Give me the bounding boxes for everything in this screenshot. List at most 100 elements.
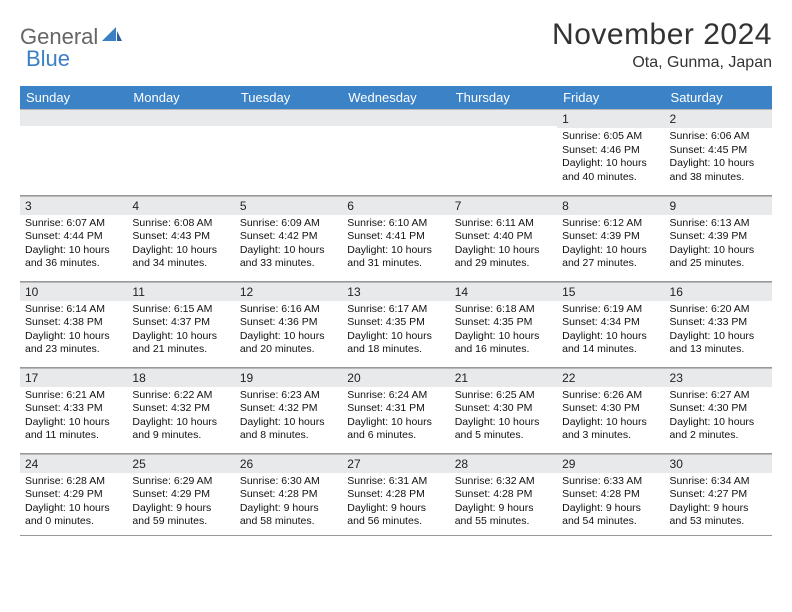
day-line: Daylight: 10 hours and 40 minutes. xyxy=(562,157,659,184)
day-line: Sunset: 4:28 PM xyxy=(347,488,444,502)
day-content: Sunrise: 6:16 AMSunset: 4:36 PMDaylight:… xyxy=(235,301,342,362)
day-number xyxy=(450,109,557,126)
calendar-cell: 16Sunrise: 6:20 AMSunset: 4:33 PMDayligh… xyxy=(665,281,772,367)
day-number xyxy=(342,109,449,126)
day-number: 24 xyxy=(20,454,127,473)
day-line: Sunrise: 6:09 AM xyxy=(240,217,337,231)
day-line: Sunrise: 6:23 AM xyxy=(240,389,337,403)
weekday-header: Monday xyxy=(127,86,234,109)
day-content: Sunrise: 6:30 AMSunset: 4:28 PMDaylight:… xyxy=(235,473,342,534)
day-line: Sunset: 4:29 PM xyxy=(132,488,229,502)
calendar-page: General November 2024 Ota, Gunma, Japan … xyxy=(0,0,792,546)
day-line: Sunset: 4:34 PM xyxy=(562,316,659,330)
day-line: Daylight: 10 hours and 23 minutes. xyxy=(25,330,122,357)
calendar-cell xyxy=(127,109,234,195)
day-content: Sunrise: 6:14 AMSunset: 4:38 PMDaylight:… xyxy=(20,301,127,362)
calendar-cell: 20Sunrise: 6:24 AMSunset: 4:31 PMDayligh… xyxy=(342,367,449,453)
calendar-cell: 22Sunrise: 6:26 AMSunset: 4:30 PMDayligh… xyxy=(557,367,664,453)
calendar-row: 24 Sunrise: 6:28 AM Sunset: 4:29 PM Dayligh… xyxy=(20,453,772,535)
day-number xyxy=(20,109,127,126)
day-line: Daylight: 9 hours and 53 minutes. xyxy=(670,502,767,529)
day-number: 15 xyxy=(557,282,664,301)
calendar-cell xyxy=(342,109,449,195)
day-line: Sunset: 4:28 PM xyxy=(455,488,552,502)
day-line: Daylight: 10 hours and 33 minutes. xyxy=(240,244,337,271)
day-line: Daylight: 10 hours and 0 minutes. xyxy=(25,502,122,529)
day-line: Sunset: 4:33 PM xyxy=(670,316,767,330)
day-content: Sunrise: 6:18 AMSunset: 4:35 PMDaylight:… xyxy=(450,301,557,362)
day-content: Sunrise: 6:29 AMSunset: 4:29 PMDaylight:… xyxy=(127,473,234,534)
day-line: Sunrise: 6:28 AM xyxy=(25,475,122,489)
day-number: 16 xyxy=(665,282,772,301)
day-line: Sunset: 4:40 PM xyxy=(455,230,552,244)
day-number: 12 xyxy=(235,282,342,301)
day-line: Daylight: 9 hours and 54 minutes. xyxy=(562,502,659,529)
day-line: Sunset: 4:28 PM xyxy=(240,488,337,502)
day-content: Sunrise: 6:09 AMSunset: 4:42 PMDaylight:… xyxy=(235,215,342,276)
day-number: 14 xyxy=(450,282,557,301)
month-title: November 2024 xyxy=(552,18,772,52)
day-number: 1 xyxy=(557,109,664,128)
day-number: 19 xyxy=(235,368,342,387)
calendar-cell: 8Sunrise: 6:12 AMSunset: 4:39 PMDaylight… xyxy=(557,195,664,281)
calendar-head: SundayMondayTuesdayWednesdayThursdayFrid… xyxy=(20,86,772,109)
day-line: Sunrise: 6:29 AM xyxy=(132,475,229,489)
day-line: Sunrise: 6:25 AM xyxy=(455,389,552,403)
day-content: Sunrise: 6:22 AMSunset: 4:32 PMDaylight:… xyxy=(127,387,234,448)
weekday-header: Wednesday xyxy=(342,86,449,109)
day-number: 7 xyxy=(450,196,557,215)
day-number: 20 xyxy=(342,368,449,387)
day-number: 30 xyxy=(665,454,772,473)
day-line: Sunrise: 6:33 AM xyxy=(562,475,659,489)
day-line: Daylight: 10 hours and 18 minutes. xyxy=(347,330,444,357)
day-line: Sunset: 4:44 PM xyxy=(25,230,122,244)
day-content: Sunrise: 6:33 AMSunset: 4:28 PMDaylight:… xyxy=(557,473,664,534)
day-line: Daylight: 10 hours and 36 minutes. xyxy=(25,244,122,271)
day-number: 29 xyxy=(557,454,664,473)
calendar-cell: 17Sunrise: 6:21 AMSunset: 4:33 PMDayligh… xyxy=(20,367,127,453)
weekday-header: Tuesday xyxy=(235,86,342,109)
day-line: Daylight: 10 hours and 5 minutes. xyxy=(455,416,552,443)
day-line: Sunset: 4:35 PM xyxy=(347,316,444,330)
title-block: November 2024 Ota, Gunma, Japan xyxy=(552,18,772,72)
day-content: Sunrise: 6:15 AMSunset: 4:37 PMDaylight:… xyxy=(127,301,234,362)
calendar-row: 17Sunrise: 6:21 AMSunset: 4:33 PMDayligh… xyxy=(20,367,772,453)
day-line: Sunrise: 6:07 AM xyxy=(25,217,122,231)
header: General November 2024 Ota, Gunma, Japan xyxy=(20,18,772,72)
weekday-header: Thursday xyxy=(450,86,557,109)
calendar-cell xyxy=(450,109,557,195)
day-number: 10 xyxy=(20,282,127,301)
calendar-cell: 11Sunrise: 6:15 AMSunset: 4:37 PMDayligh… xyxy=(127,281,234,367)
day-line: Sunrise: 6:12 AM xyxy=(562,217,659,231)
calendar-cell: 2Sunrise: 6:06 AMSunset: 4:45 PMDaylight… xyxy=(665,109,772,195)
day-number: 18 xyxy=(127,368,234,387)
weekday-header: Saturday xyxy=(665,86,772,109)
day-line: Sunset: 4:41 PM xyxy=(347,230,444,244)
day-line: Daylight: 10 hours and 2 minutes. xyxy=(670,416,767,443)
calendar-table: SundayMondayTuesdayWednesdayThursdayFrid… xyxy=(20,86,772,536)
day-line: Sunset: 4:38 PM xyxy=(25,316,122,330)
day-number: 9 xyxy=(665,196,772,215)
day-line: Sunset: 4:32 PM xyxy=(240,402,337,416)
day-content: Sunrise: 6:23 AMSunset: 4:32 PMDaylight:… xyxy=(235,387,342,448)
day-number: 27 xyxy=(342,454,449,473)
calendar-cell: 7Sunrise: 6:11 AMSunset: 4:40 PMDaylight… xyxy=(450,195,557,281)
day-number: 5 xyxy=(235,196,342,215)
day-content xyxy=(450,126,557,132)
day-line: Daylight: 10 hours and 14 minutes. xyxy=(562,330,659,357)
day-content: Sunrise: 6:17 AMSunset: 4:35 PMDaylight:… xyxy=(342,301,449,362)
day-line: Sunset: 4:39 PM xyxy=(670,230,767,244)
day-line: Sunrise: 6:16 AM xyxy=(240,303,337,317)
day-line: Sunset: 4:42 PM xyxy=(240,230,337,244)
day-line: Daylight: 10 hours and 6 minutes. xyxy=(347,416,444,443)
day-line: Sunset: 4:30 PM xyxy=(562,402,659,416)
day-content xyxy=(342,126,449,132)
calendar-cell: 30Sunrise: 6:34 AMSunset: 4:27 PMDayligh… xyxy=(665,453,772,535)
day-content: Sunrise: 6:08 AMSunset: 4:43 PMDaylight:… xyxy=(127,215,234,276)
day-line: Sunset: 4:32 PM xyxy=(132,402,229,416)
day-line: Sunrise: 6:06 AM xyxy=(670,130,767,144)
day-content: Sunrise: 6:25 AMSunset: 4:30 PMDaylight:… xyxy=(450,387,557,448)
calendar-row: 10Sunrise: 6:14 AMSunset: 4:38 PMDayligh… xyxy=(20,281,772,367)
day-line: Daylight: 10 hours and 31 minutes. xyxy=(347,244,444,271)
weekday-row: SundayMondayTuesdayWednesdayThursdayFrid… xyxy=(20,86,772,109)
